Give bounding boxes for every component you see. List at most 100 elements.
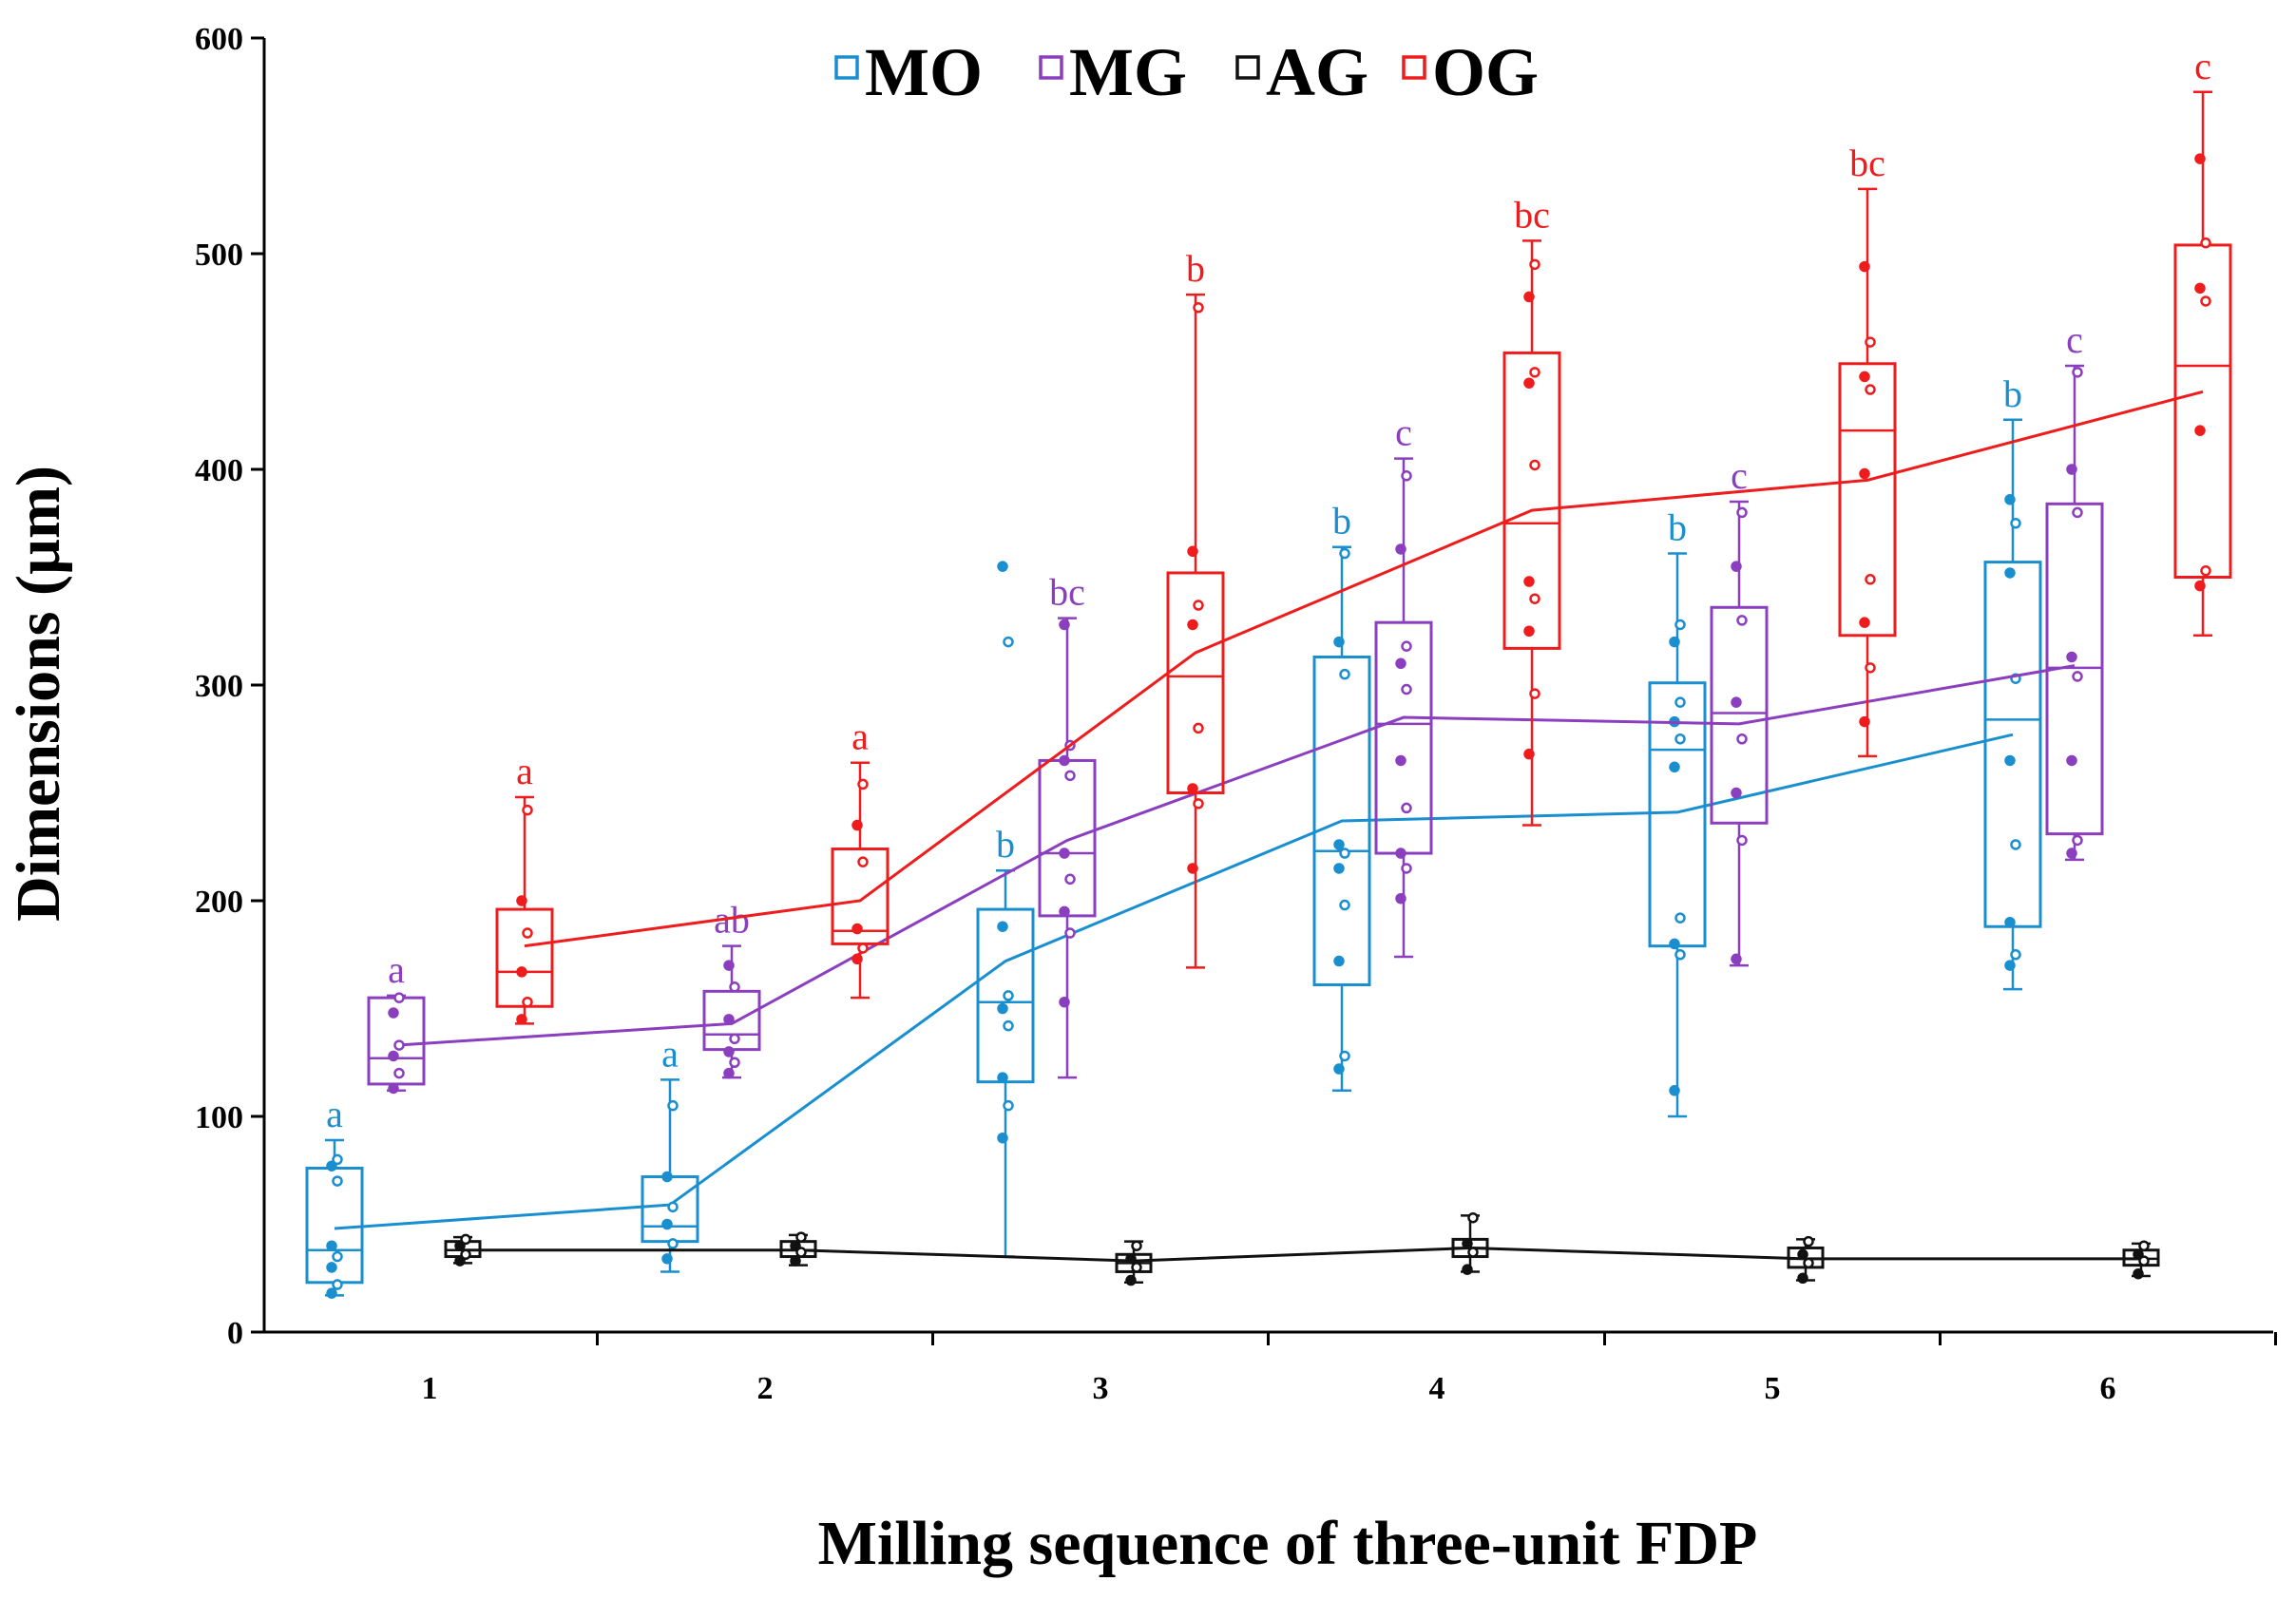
significance-label: a <box>326 1093 343 1135</box>
box-og-6: c <box>2173 45 2232 638</box>
data-point <box>1131 1262 1142 1273</box>
data-point <box>2004 754 2016 767</box>
data-point <box>1674 619 1686 631</box>
data-point <box>522 804 533 816</box>
data-point <box>1339 547 1350 560</box>
data-point <box>1674 912 1686 924</box>
legend-label: MG <box>1069 34 1187 110</box>
box-mg-1: a <box>367 948 426 1095</box>
data-point <box>1401 802 1412 814</box>
box-ag-5 <box>1787 1235 1825 1284</box>
box-rect <box>1312 655 1371 987</box>
data-point <box>1865 336 1876 348</box>
data-point <box>1736 615 1748 626</box>
data-point <box>723 1046 735 1057</box>
mean-line-mo <box>334 733 2014 1230</box>
data-point <box>332 1250 343 1263</box>
data-point <box>1059 754 1070 767</box>
data-point <box>2200 564 2211 577</box>
mean-line-ag <box>463 1246 2141 1263</box>
data-point <box>1187 619 1198 631</box>
data-point <box>1859 467 1870 480</box>
box-rect <box>495 907 554 1008</box>
data-point <box>1003 636 1014 648</box>
data-point <box>1193 798 1204 810</box>
legend-label: OG <box>1432 34 1539 110</box>
data-point <box>997 1002 1008 1015</box>
data-point <box>1669 1085 1680 1096</box>
data-point <box>2200 295 2211 307</box>
data-point <box>723 1014 735 1025</box>
data-point <box>2138 1255 2150 1267</box>
data-point <box>729 981 740 993</box>
x-tick-label: 4 <box>1429 1371 1445 1406</box>
data-point <box>2066 464 2077 475</box>
box-mo-2: a <box>641 1032 699 1273</box>
data-point <box>2004 916 2016 928</box>
data-point <box>790 1255 801 1267</box>
significance-label: bc <box>1514 193 1550 236</box>
box-mo-5: b <box>1648 506 1707 1118</box>
legend-swatch <box>834 55 859 80</box>
data-point <box>1339 899 1350 911</box>
data-point <box>1125 1274 1137 1286</box>
box-mg-4: c <box>1374 411 1433 959</box>
series-ag <box>444 1211 2160 1286</box>
data-point <box>997 561 1008 572</box>
data-point <box>1523 576 1535 587</box>
box-rect <box>1838 362 1897 638</box>
significance-label: c <box>1395 411 1412 454</box>
data-point <box>1529 258 1540 271</box>
significance-label: bc <box>1849 142 1885 184</box>
data-point <box>522 927 533 939</box>
data-point <box>332 1175 343 1187</box>
data-point <box>1064 927 1076 939</box>
mean-line-og <box>524 390 2204 948</box>
significance-label: c <box>2194 45 2211 87</box>
data-point <box>661 1218 673 1230</box>
box-rect <box>2173 243 2232 579</box>
data-point <box>1674 733 1686 745</box>
data-point <box>1731 953 1742 965</box>
significance-label: a <box>661 1032 679 1075</box>
x-tick-label: 3 <box>1093 1371 1109 1406</box>
y-tick-label: 0 <box>227 1316 243 1351</box>
legend: MO MG AG OG <box>834 34 1539 110</box>
data-point <box>332 1153 343 1166</box>
data-point <box>857 856 869 867</box>
data-point <box>1401 863 1412 874</box>
significance-label: a <box>516 750 533 792</box>
data-point <box>2010 949 2021 961</box>
data-point <box>388 1050 399 1062</box>
axes: 0 100 200 300 400 500 600 1 2 3 4 5 6 <box>195 22 2277 1406</box>
data-point <box>388 1007 399 1019</box>
data-point <box>1859 371 1870 383</box>
data-point <box>1059 619 1070 631</box>
data-point <box>516 1014 527 1025</box>
data-point <box>1339 848 1350 859</box>
box-mo-4: b <box>1312 500 1371 1093</box>
data-point <box>1333 863 1345 874</box>
data-point <box>1674 949 1686 961</box>
data-point <box>1193 302 1204 314</box>
data-point <box>857 943 869 954</box>
significance-label: bc <box>1049 571 1085 614</box>
data-point <box>1059 905 1070 918</box>
data-point <box>1865 662 1876 674</box>
box-ag-6 <box>2122 1240 2160 1280</box>
data-point <box>1193 722 1204 734</box>
data-point <box>1187 863 1198 874</box>
data-point <box>661 1171 673 1183</box>
data-point <box>393 1039 405 1051</box>
data-point <box>1529 593 1540 604</box>
data-point <box>1669 938 1680 950</box>
data-point <box>2138 1240 2150 1251</box>
data-point <box>1064 873 1076 886</box>
data-point <box>661 1253 673 1265</box>
data-point <box>1401 683 1412 695</box>
data-point <box>851 953 863 965</box>
data-point <box>1064 770 1076 782</box>
